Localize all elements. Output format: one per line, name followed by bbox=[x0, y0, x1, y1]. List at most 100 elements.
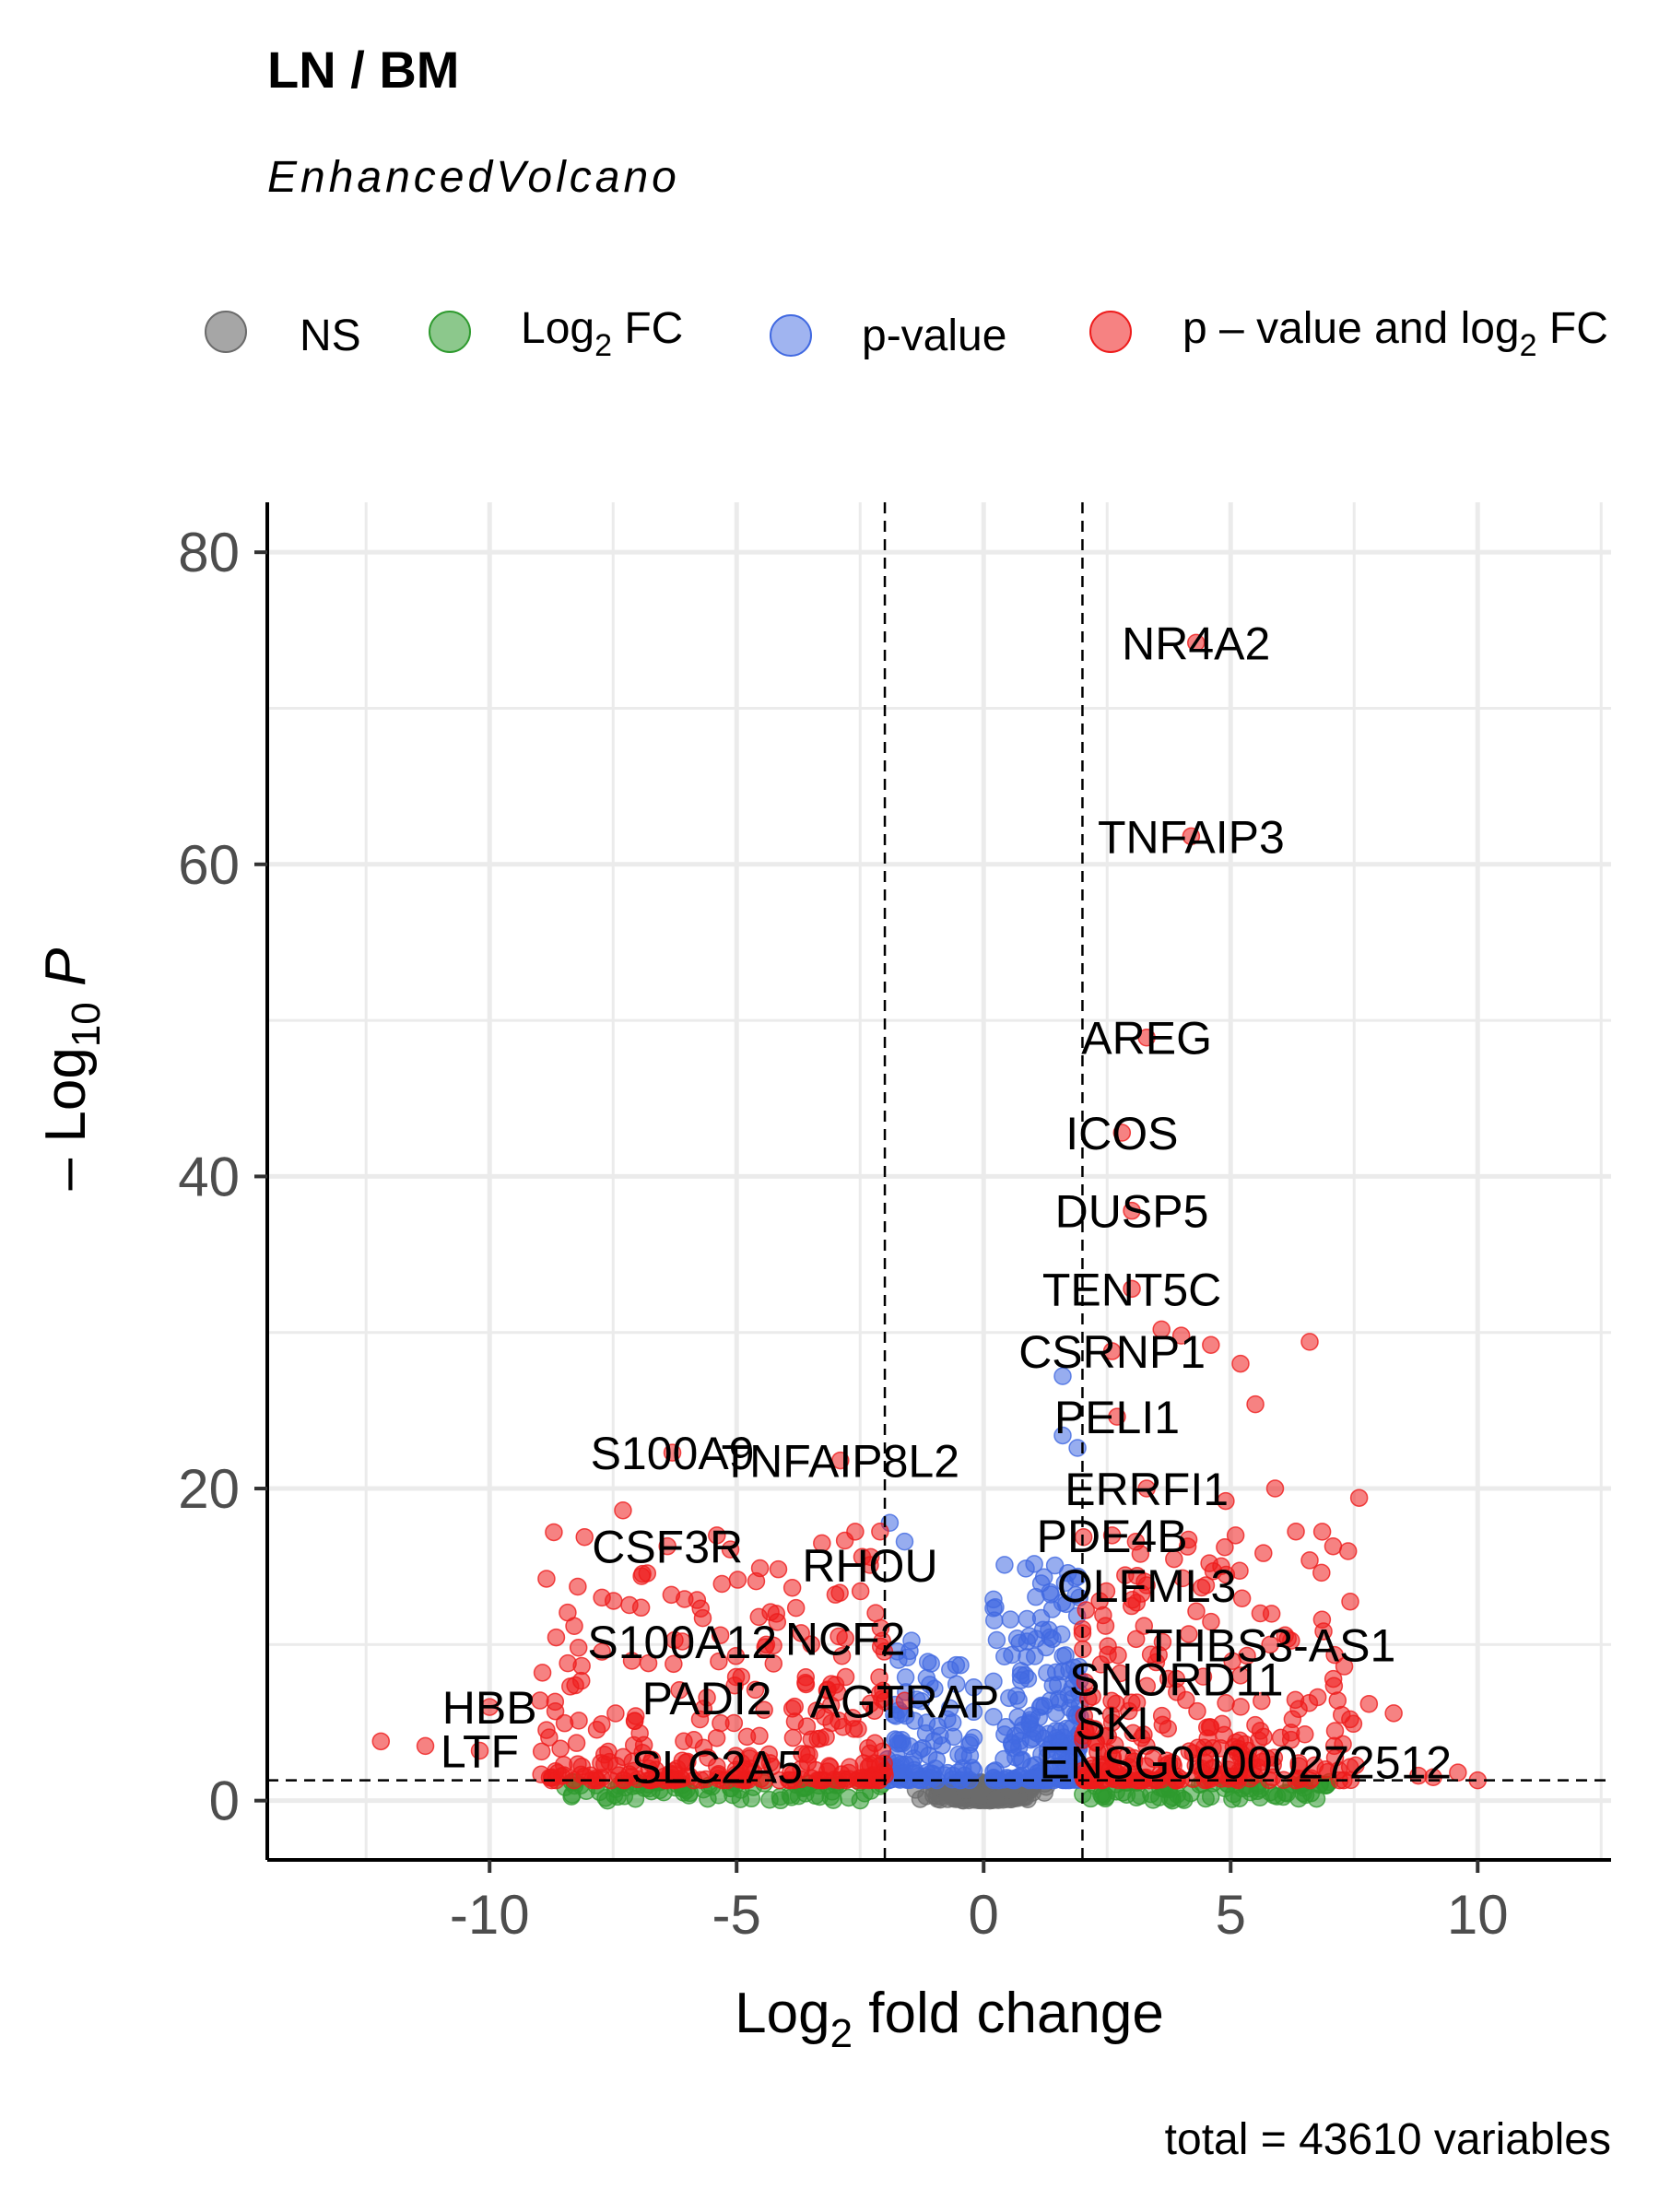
point-p bbox=[984, 1708, 1003, 1726]
y-tick-label: 60 bbox=[178, 834, 240, 896]
point-both bbox=[575, 1527, 594, 1547]
point-both bbox=[1347, 1756, 1365, 1775]
legend-p-label: p-value bbox=[862, 312, 1006, 360]
gene-label: NCF2 bbox=[785, 1614, 906, 1665]
y-tick-label: 20 bbox=[178, 1458, 240, 1520]
point-both bbox=[1102, 1342, 1122, 1360]
legend-fc-swatch bbox=[429, 311, 471, 353]
point-p bbox=[1053, 1426, 1072, 1445]
point-both bbox=[623, 1752, 641, 1771]
point-both bbox=[1283, 1710, 1302, 1729]
y-tick-label: 0 bbox=[209, 1771, 240, 1832]
point-both bbox=[1449, 1763, 1467, 1782]
point-fc bbox=[626, 1789, 645, 1808]
point-both bbox=[721, 1540, 740, 1559]
gene-label: ENSG00000272512 bbox=[1040, 1736, 1453, 1788]
point-both bbox=[1111, 1664, 1130, 1683]
point-both bbox=[614, 1500, 632, 1520]
chart-title: LN / BM bbox=[267, 41, 459, 99]
point-both bbox=[895, 1691, 914, 1711]
point-both bbox=[1167, 1669, 1186, 1688]
y-tick-label: 80 bbox=[178, 522, 240, 583]
point-p bbox=[1027, 1587, 1045, 1606]
point-both bbox=[548, 1763, 567, 1783]
point-both bbox=[371, 1732, 391, 1751]
gene-labels: NR4A2 TNFAIP3 AREG ICOS DUSP5 TENT5C CSRNP1 PEL… bbox=[441, 618, 1452, 1793]
point-p bbox=[900, 1641, 919, 1661]
point-both bbox=[1226, 1526, 1245, 1545]
point-both bbox=[1202, 1612, 1220, 1631]
point-p bbox=[1041, 1585, 1060, 1604]
point-both bbox=[559, 1653, 577, 1673]
point-both bbox=[1316, 1759, 1335, 1779]
gene-label: OLFML3 bbox=[1057, 1560, 1237, 1612]
point-both bbox=[1131, 1545, 1150, 1563]
point-p bbox=[1041, 1628, 1059, 1647]
y-tick-label: 40 bbox=[178, 1146, 240, 1207]
point-both bbox=[783, 1728, 803, 1747]
point-both bbox=[1384, 1704, 1403, 1723]
point-both bbox=[755, 1700, 773, 1720]
x-tick-label: -5 bbox=[712, 1884, 761, 1946]
legend-both-label: p – value and log2 FC bbox=[1182, 304, 1608, 363]
point-both bbox=[1254, 1727, 1273, 1747]
point-both bbox=[1217, 1491, 1235, 1511]
point-p bbox=[1003, 1645, 1021, 1665]
point-p bbox=[964, 1678, 983, 1697]
point-p bbox=[1001, 1610, 1020, 1629]
point-p bbox=[895, 1532, 914, 1551]
point-both bbox=[1123, 1201, 1141, 1220]
point-both bbox=[1137, 1028, 1156, 1047]
point-p bbox=[1018, 1609, 1037, 1629]
point-both bbox=[1263, 1768, 1282, 1787]
point-both bbox=[782, 1579, 802, 1597]
point-fc bbox=[1201, 1787, 1220, 1806]
point-both bbox=[540, 1728, 559, 1747]
point-both bbox=[1232, 1589, 1252, 1608]
point-both bbox=[725, 1676, 744, 1695]
point-p bbox=[1000, 1688, 1018, 1708]
point-both bbox=[593, 1588, 611, 1607]
point-both bbox=[1082, 1762, 1101, 1782]
point-both bbox=[693, 1608, 712, 1628]
gene-label: DUSP5 bbox=[1055, 1186, 1209, 1238]
x-tick-label: 10 bbox=[1447, 1884, 1509, 1946]
point-p bbox=[888, 1735, 908, 1753]
point-both bbox=[547, 1628, 566, 1647]
point-both bbox=[599, 1742, 618, 1761]
legend-ns-swatch bbox=[205, 311, 247, 353]
point-both bbox=[818, 1762, 837, 1781]
point-p bbox=[1007, 1629, 1027, 1648]
gene-label: S100A9 bbox=[591, 1428, 755, 1479]
point-p bbox=[896, 1668, 915, 1687]
point-both bbox=[833, 1718, 853, 1736]
point-p bbox=[918, 1653, 937, 1671]
gene-label: NR4A2 bbox=[1122, 618, 1270, 669]
point-both bbox=[1137, 1479, 1156, 1498]
point-p bbox=[931, 1726, 949, 1745]
point-both bbox=[1300, 1551, 1319, 1570]
point-both bbox=[731, 1763, 750, 1783]
point-both bbox=[567, 1734, 586, 1752]
point-fc bbox=[598, 1791, 617, 1810]
point-p bbox=[1049, 1689, 1068, 1709]
gene-label: AGTRAP bbox=[810, 1676, 1000, 1727]
gene-label: AREG bbox=[1081, 1013, 1212, 1065]
cutoff-lines bbox=[267, 502, 1611, 1860]
point-both bbox=[1334, 1735, 1352, 1754]
point-both bbox=[606, 1704, 625, 1723]
point-both bbox=[1097, 1582, 1116, 1601]
point-both bbox=[673, 1632, 692, 1651]
point-both bbox=[1325, 1722, 1345, 1740]
point-both bbox=[1276, 1626, 1294, 1644]
point-both bbox=[1312, 1563, 1331, 1583]
point-both bbox=[873, 1742, 892, 1761]
gene-label: SNORD11 bbox=[1069, 1654, 1283, 1706]
gene-label: PDE4B bbox=[1037, 1511, 1188, 1562]
caption: total = 43610 variables bbox=[1165, 2115, 1611, 2164]
point-both bbox=[836, 1629, 854, 1648]
point-p bbox=[1039, 1724, 1058, 1743]
point-both bbox=[1202, 1335, 1220, 1355]
point-both bbox=[545, 1523, 563, 1542]
